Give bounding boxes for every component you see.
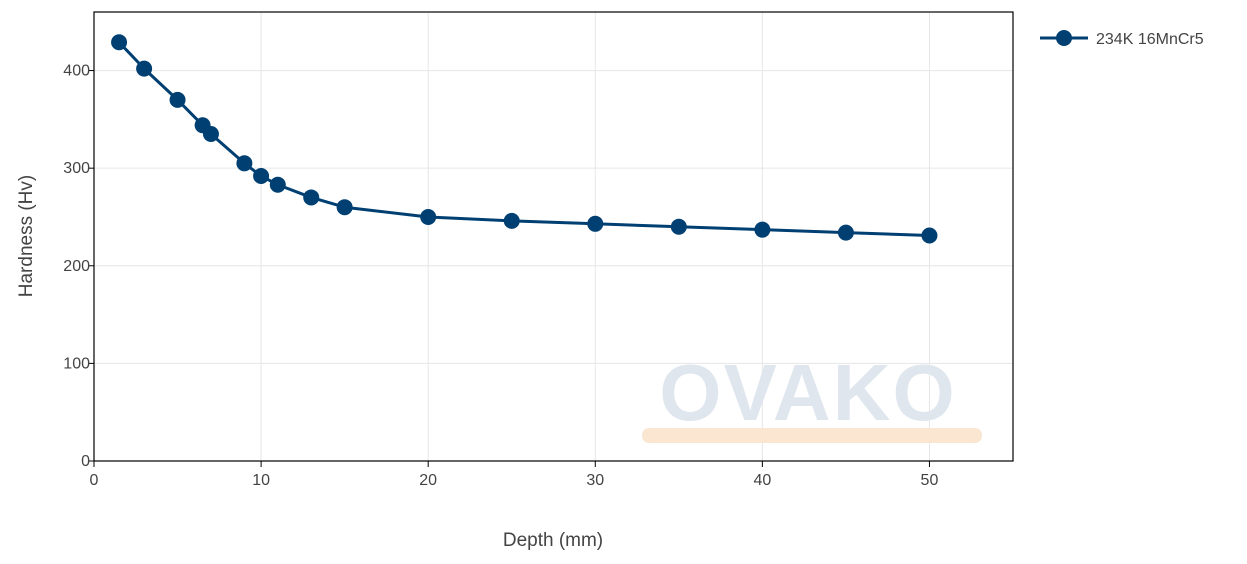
y-tick-label: 100 [63, 355, 90, 372]
data-point[interactable] [303, 189, 320, 206]
data-point[interactable] [136, 60, 153, 77]
series-line [117, 41, 930, 238]
watermark-text: OVAKO [659, 348, 956, 437]
data-point[interactable] [336, 199, 353, 216]
x-tick-label: 40 [753, 472, 771, 489]
data-point[interactable] [921, 227, 938, 244]
x-tick-label: 30 [586, 472, 604, 489]
x-tick-label: 0 [90, 472, 99, 489]
data-point[interactable] [236, 155, 253, 172]
y-tick-label: 300 [63, 160, 90, 177]
x-tick-label: 20 [419, 472, 437, 489]
legend[interactable]: 234K 16MnCr5 [1040, 30, 1204, 48]
data-point[interactable] [169, 91, 186, 108]
data-point[interactable] [253, 167, 270, 184]
y-axis-title: Hardness (Hv) [16, 175, 37, 297]
plot-area-border [93, 11, 1014, 462]
data-point[interactable] [670, 218, 687, 235]
x-tick-label: 10 [252, 472, 270, 489]
series-layer [111, 34, 938, 244]
data-point[interactable] [837, 224, 854, 241]
x-tick-label: 50 [921, 472, 939, 489]
data-point[interactable] [420, 208, 437, 225]
y-tick-label: 0 [81, 453, 90, 470]
data-point[interactable] [503, 212, 520, 229]
data-point[interactable] [111, 34, 128, 51]
data-point[interactable] [754, 221, 771, 238]
watermark: OVAKO [642, 348, 982, 443]
data-point[interactable] [587, 215, 604, 232]
x-axis-title: Depth (mm) [503, 530, 603, 551]
data-point[interactable] [269, 176, 286, 193]
y-tick-label: 200 [63, 258, 90, 275]
legend-marker [1056, 30, 1072, 46]
watermark-bar [642, 428, 982, 443]
y-tick-label: 400 [63, 63, 90, 80]
data-point[interactable] [202, 126, 219, 143]
tick-layer: 0 10 20 30 40 50 0 100 200 300 400 [63, 63, 938, 489]
legend-label: 234K 16MnCr5 [1096, 31, 1204, 48]
